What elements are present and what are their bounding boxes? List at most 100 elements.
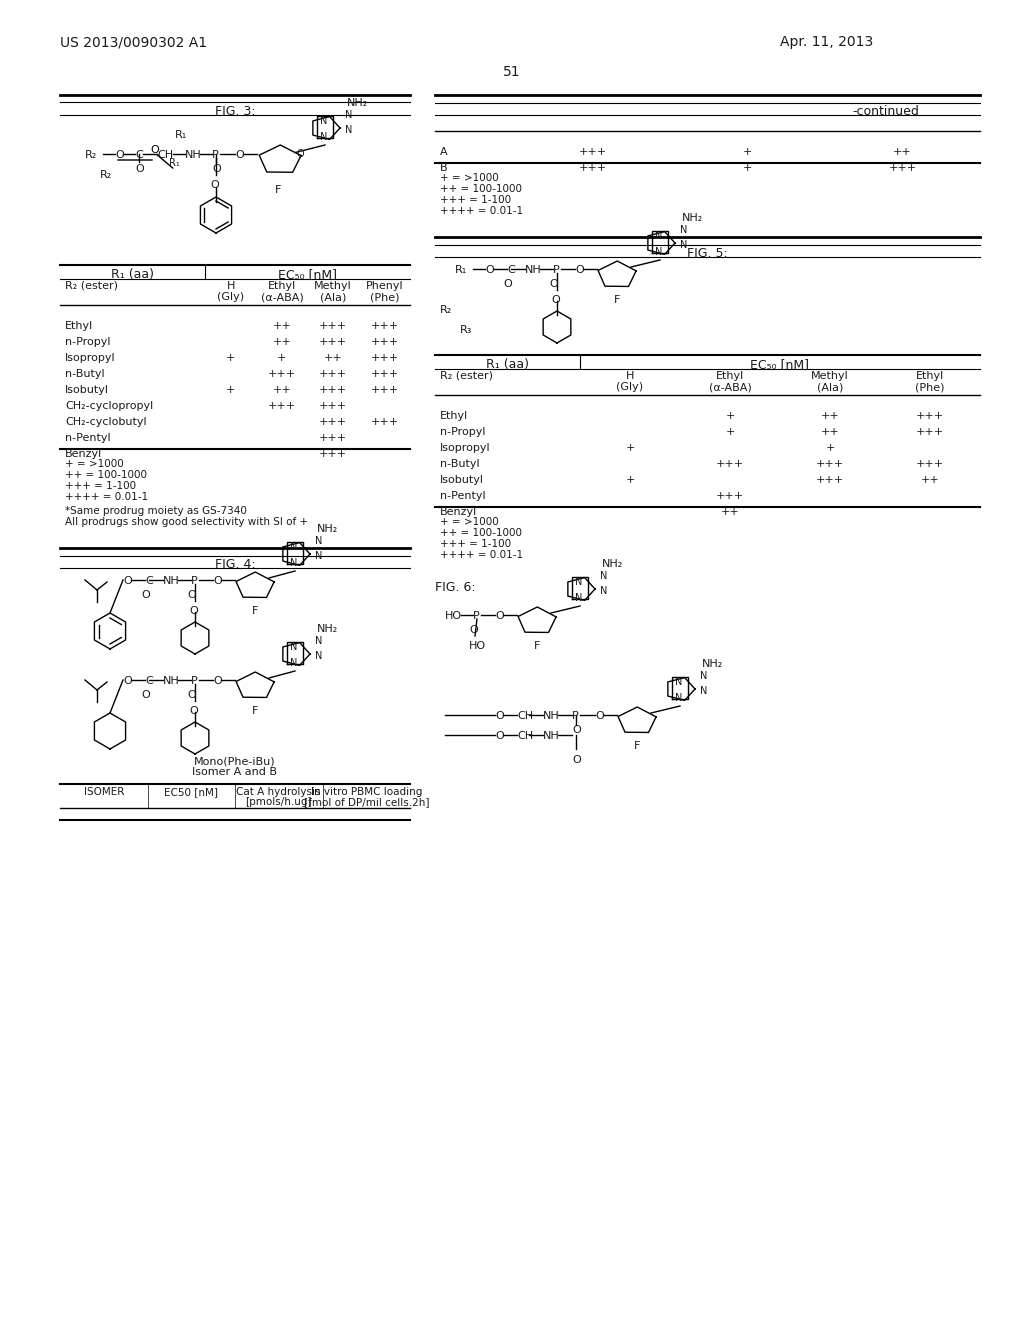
Text: B: B — [440, 162, 447, 173]
Text: +++: +++ — [371, 352, 398, 363]
Text: +: + — [742, 162, 753, 173]
Text: O: O — [575, 265, 584, 275]
Text: +++: +++ — [319, 321, 347, 331]
Text: F: F — [252, 706, 258, 715]
Text: -continued: -continued — [853, 106, 920, 117]
Text: +++: +++ — [268, 370, 296, 379]
Text: H: H — [626, 371, 634, 381]
Text: R₂: R₂ — [85, 150, 97, 160]
Text: O: O — [123, 676, 132, 686]
Text: CH: CH — [517, 731, 534, 741]
Text: (Ala): (Ala) — [319, 292, 346, 302]
Text: ++++ = 0.01-1: ++++ = 0.01-1 — [440, 206, 523, 216]
Text: +++: +++ — [579, 147, 606, 157]
Text: CH₂-cyclobutyl: CH₂-cyclobutyl — [65, 417, 146, 426]
Text: Ethyl: Ethyl — [440, 411, 468, 421]
Text: EC₅₀ [nM]: EC₅₀ [nM] — [751, 358, 810, 371]
Text: +: + — [626, 475, 635, 484]
Text: US 2013/0090302 A1: US 2013/0090302 A1 — [60, 36, 207, 49]
Text: FIG. 5:: FIG. 5: — [687, 247, 728, 260]
Text: +++ = 1-100: +++ = 1-100 — [440, 539, 511, 549]
Text: n-Pentyl: n-Pentyl — [65, 433, 111, 444]
Text: FIG. 3:: FIG. 3: — [215, 106, 255, 117]
Text: R₃: R₃ — [460, 325, 472, 335]
Text: O: O — [187, 690, 196, 700]
Text: N: N — [655, 231, 663, 242]
Text: Methyl: Methyl — [811, 371, 849, 381]
Text: Phenyl: Phenyl — [366, 281, 403, 290]
Text: +: + — [278, 352, 287, 363]
Text: +++: +++ — [268, 401, 296, 411]
Text: O: O — [115, 150, 124, 160]
Text: +++: +++ — [319, 337, 347, 347]
Text: CH: CH — [157, 150, 173, 160]
Text: N: N — [345, 125, 352, 135]
Text: N: N — [315, 536, 323, 546]
Text: N: N — [680, 224, 687, 235]
Text: CH: CH — [517, 711, 534, 721]
Text: +: + — [725, 411, 734, 421]
Text: ++: ++ — [272, 321, 291, 331]
Text: R₂ (ester): R₂ (ester) — [65, 281, 118, 290]
Text: C: C — [145, 676, 153, 686]
Text: n-Butyl: n-Butyl — [65, 370, 104, 379]
Text: + = >1000: + = >1000 — [65, 459, 124, 469]
Text: ++: ++ — [820, 426, 840, 437]
Text: ++++ = 0.01-1: ++++ = 0.01-1 — [440, 550, 523, 560]
Text: FIG. 6:: FIG. 6: — [435, 581, 475, 594]
Text: +: + — [226, 352, 236, 363]
Text: O: O — [503, 279, 512, 289]
Text: (α-ABA): (α-ABA) — [260, 292, 303, 302]
Text: All prodrugs show good selectivity with SI of +: All prodrugs show good selectivity with … — [65, 517, 308, 527]
Text: NH₂: NH₂ — [602, 558, 624, 569]
Text: N: N — [675, 677, 682, 686]
Text: HO: HO — [445, 611, 462, 620]
Text: Isopropyl: Isopropyl — [440, 444, 490, 453]
Text: Cat A hydrolysis: Cat A hydrolysis — [237, 787, 321, 797]
Text: ++++ = 0.01-1: ++++ = 0.01-1 — [65, 492, 148, 502]
Text: Isopropyl: Isopropyl — [65, 352, 116, 363]
Text: Isobutyl: Isobutyl — [440, 475, 484, 484]
Text: N: N — [290, 543, 297, 552]
Text: F: F — [252, 606, 258, 616]
Text: O: O — [495, 711, 504, 721]
Text: P: P — [572, 711, 579, 721]
Text: ++: ++ — [272, 337, 291, 347]
Text: O: O — [141, 690, 150, 700]
Text: Apr. 11, 2013: Apr. 11, 2013 — [780, 36, 873, 49]
Text: P: P — [191, 576, 198, 586]
Text: [pmols/h.ug]: [pmols/h.ug] — [246, 797, 312, 807]
Text: +++: +++ — [816, 475, 844, 484]
Text: O: O — [572, 755, 581, 766]
Text: +++: +++ — [716, 491, 744, 502]
Text: O: O — [213, 576, 222, 586]
Text: O: O — [141, 590, 150, 601]
Text: +++: +++ — [371, 370, 398, 379]
Text: ++ = 100-1000: ++ = 100-1000 — [440, 528, 522, 539]
Text: (α-ABA): (α-ABA) — [709, 381, 752, 392]
Text: +++: +++ — [319, 449, 347, 459]
Text: n-Propyl: n-Propyl — [65, 337, 111, 347]
Text: *Same prodrug moiety as GS-7340: *Same prodrug moiety as GS-7340 — [65, 506, 247, 516]
Text: C: C — [145, 576, 153, 586]
Text: O: O — [551, 294, 560, 305]
Text: R₁ (aa): R₁ (aa) — [111, 268, 154, 281]
Text: N: N — [290, 657, 297, 668]
Text: Mono(Phe-iBu): Mono(Phe-iBu) — [195, 756, 275, 766]
Text: O: O — [495, 731, 504, 741]
Text: +++: +++ — [716, 459, 744, 469]
Text: N: N — [600, 586, 607, 597]
Text: N: N — [600, 572, 607, 581]
Text: N: N — [575, 593, 583, 603]
Text: O: O — [549, 279, 558, 289]
Text: N: N — [675, 693, 682, 704]
Text: O: O — [212, 164, 221, 174]
Text: ++: ++ — [721, 507, 739, 517]
Text: +++: +++ — [319, 417, 347, 426]
Text: n-Butyl: n-Butyl — [440, 459, 479, 469]
Text: P: P — [553, 265, 560, 275]
Text: +++: +++ — [319, 370, 347, 379]
Text: +++: +++ — [319, 385, 347, 395]
Text: In vitro PBMC loading: In vitro PBMC loading — [310, 787, 422, 797]
Text: N: N — [319, 116, 328, 125]
